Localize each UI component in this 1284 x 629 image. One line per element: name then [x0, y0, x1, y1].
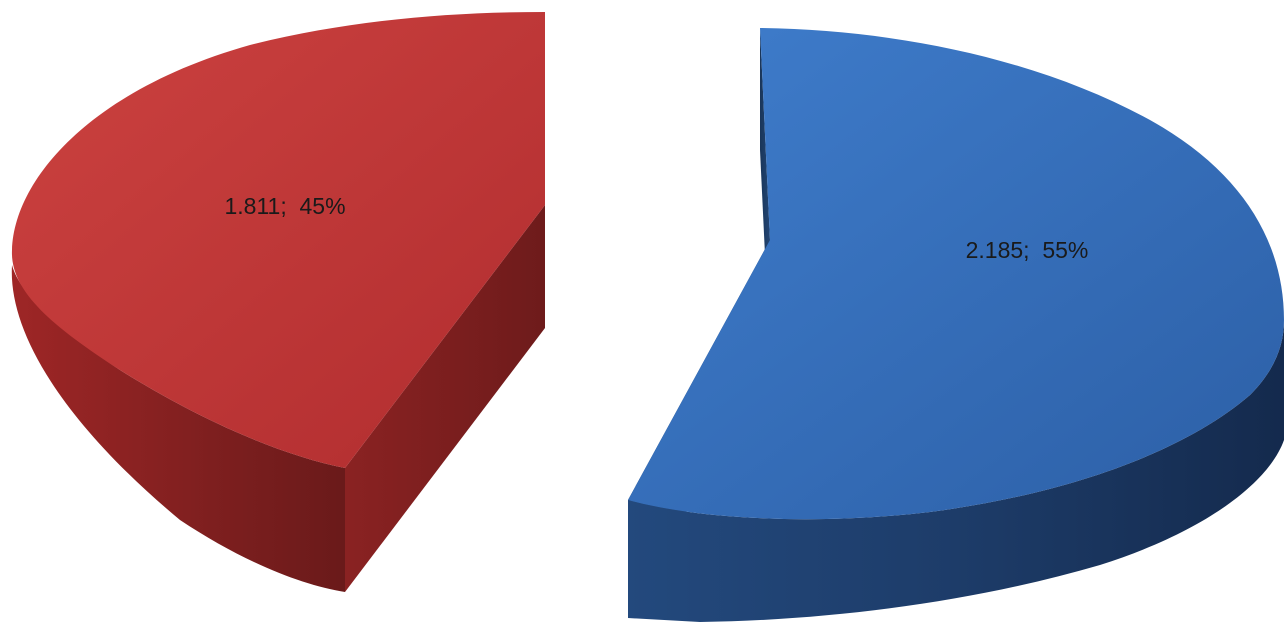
slice-1-data-label: 1.811; 45%: [224, 193, 345, 219]
slice-1-side-wall: [11, 265, 346, 592]
pie-slice-2: [628, 28, 1284, 622]
slice-1-top-face: [11, 12, 545, 468]
slice-2-top-face: [628, 28, 1284, 520]
slice-2-data-label: 2.185; 55%: [966, 237, 1089, 263]
slice-2-side-wall: [628, 320, 1284, 622]
pie-slice-1: [11, 12, 545, 592]
slice-1-cut-face: [345, 205, 545, 592]
